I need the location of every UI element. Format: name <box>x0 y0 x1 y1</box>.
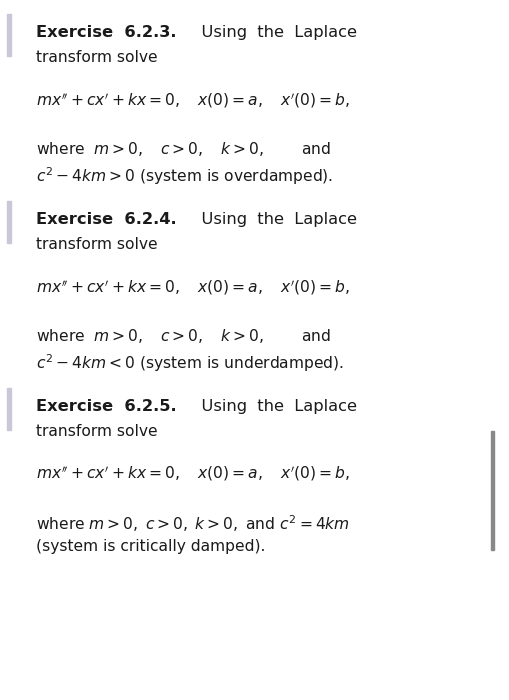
Text: (system is critically damped).: (system is critically damped). <box>36 539 265 554</box>
Bar <box>7 201 11 243</box>
Text: $mx'' + cx' + kx = 0, \quad x(0) = a, \quad x'(0) = b,$: $mx'' + cx' + kx = 0, \quad x(0) = a, \q… <box>36 91 350 110</box>
Bar <box>491 430 494 550</box>
Text: transform solve: transform solve <box>36 50 157 65</box>
Bar <box>7 388 11 430</box>
Text: transform solve: transform solve <box>36 237 157 252</box>
Text: Using  the  Laplace: Using the Laplace <box>181 399 357 414</box>
Text: where $\;m > 0, \quad c > 0, \quad k > 0, \qquad$ and: where $\;m > 0, \quad c > 0, \quad k > 0… <box>36 140 331 158</box>
Text: $mx'' + cx' + kx = 0, \quad x(0) = a, \quad x'(0) = b,$: $mx'' + cx' + kx = 0, \quad x(0) = a, \q… <box>36 278 350 297</box>
Text: where $\;m > 0, \quad c > 0, \quad k > 0, \qquad$ and: where $\;m > 0, \quad c > 0, \quad k > 0… <box>36 327 331 345</box>
Text: Exercise  6.2.5.: Exercise 6.2.5. <box>36 399 176 414</box>
Text: Using  the  Laplace: Using the Laplace <box>181 212 357 227</box>
Text: $c^2 - 4km > 0$ (system is overdamped).: $c^2 - 4km > 0$ (system is overdamped). <box>36 165 333 187</box>
Text: where $m > 0,\; c > 0,\; k > 0,$ and $c^2 = 4km$: where $m > 0,\; c > 0,\; k > 0,$ and $c^… <box>36 514 350 535</box>
Bar <box>7 14 11 56</box>
Text: transform solve: transform solve <box>36 424 157 439</box>
Text: $mx'' + cx' + kx = 0, \quad x(0) = a, \quad x'(0) = b,$: $mx'' + cx' + kx = 0, \quad x(0) = a, \q… <box>36 465 350 484</box>
Text: Exercise  6.2.3.: Exercise 6.2.3. <box>36 25 176 40</box>
Text: Using  the  Laplace: Using the Laplace <box>181 25 357 40</box>
Text: Exercise  6.2.4.: Exercise 6.2.4. <box>36 212 176 227</box>
Text: $c^2 - 4km < 0$ (system is underdamped).: $c^2 - 4km < 0$ (system is underdamped). <box>36 352 344 374</box>
